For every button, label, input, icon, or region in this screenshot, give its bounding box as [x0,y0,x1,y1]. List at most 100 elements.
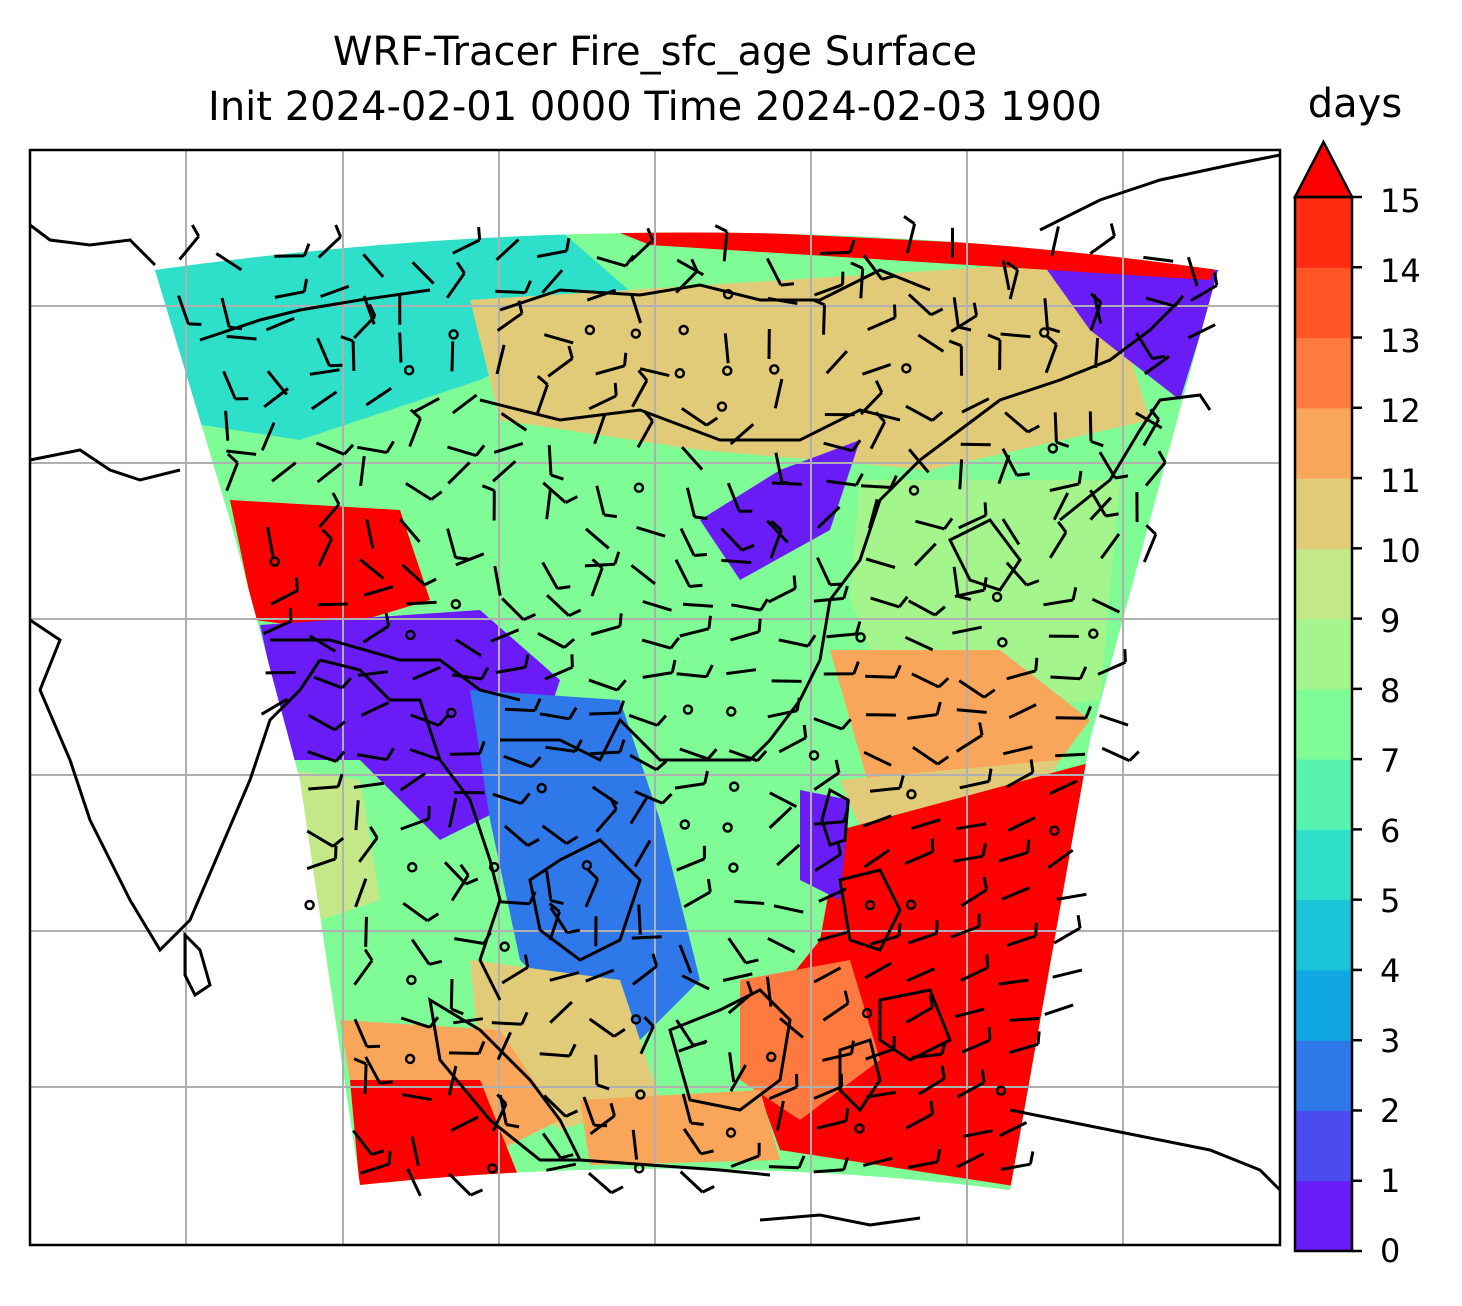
wind-barb [595,352,628,376]
coast-japan [1059,393,1212,522]
wind-barb [674,559,703,588]
wind-barb [773,904,804,914]
colorbar-segment [1295,1110,1352,1182]
wind-barb [589,1102,616,1135]
calm-wind-marker [765,1051,777,1063]
wind-barb [726,668,757,676]
wind-barb [353,948,374,986]
wind-barb [728,1052,736,1083]
wind-barb [869,775,905,793]
wind-barb [1089,292,1103,331]
wind-barb [493,565,502,596]
wind-barb [729,1064,748,1092]
wind-barb [357,440,395,454]
wind-barb [594,1054,610,1091]
wind-barb [450,341,455,372]
wind-barb [912,745,950,766]
colorbar-tick-label-11: 11 [1380,462,1421,500]
colorbar-segment [1295,618,1352,690]
wind-barb [178,224,201,261]
wind-barb [869,411,887,450]
wind-barb [730,1142,761,1168]
wind-barb [771,679,802,683]
coast-arabia [29,448,181,482]
wind-barb [729,618,762,642]
wind-barb [679,1170,715,1194]
wind-barb [1043,586,1078,607]
wind-barb [548,902,561,941]
wind-barb [1050,226,1060,257]
wind-barb [813,1073,844,1100]
wind-barb [987,333,1002,370]
wind-barb [1135,332,1166,361]
coast-new-guinea [1009,1108,1282,1192]
wind-barb [452,226,482,255]
wind-barb [539,1043,577,1058]
wind-barb [340,335,356,372]
wind-barb [819,239,856,255]
wind-barb [866,1090,897,1099]
wind-barb [778,634,817,648]
wind-barb [911,1041,947,1059]
wind-barb [683,878,712,909]
wind-barb [584,869,600,908]
wind-barb [1135,411,1163,430]
coast-mindanao [878,988,952,1062]
calm-wind-marker [406,974,417,986]
wind-barb [545,489,552,520]
wind-barb [1049,470,1083,492]
wind-barb [958,459,964,490]
border-himalaya [270,638,521,702]
calm-wind-marker [584,324,596,336]
wind-barb [1089,496,1112,521]
wind-barb [1144,355,1170,376]
coast-india [29,618,322,953]
wind-barb [546,1162,577,1172]
wind-barb [869,922,902,946]
colorbar-tick-label-5: 5 [1380,882,1401,920]
wind-barb [818,887,847,903]
wind-barb [813,759,841,791]
wind-barb [682,1128,714,1156]
wind-barb [449,740,486,756]
wind-barb [723,333,730,364]
wind-barb [362,253,385,278]
colorbar-tick-label-0: 0 [1380,1232,1401,1270]
wind-barb [495,654,530,674]
colorbar-segment [1295,478,1352,549]
wind-barb [1044,1003,1074,1016]
wind-barb [1094,337,1100,369]
wind-barb [680,446,704,471]
wind-barb [720,527,755,552]
wind-barb [1089,223,1116,255]
wind-barb [411,261,435,285]
wind-barb [681,974,710,991]
wind-barb [907,293,944,317]
wind-barb [405,482,443,501]
calm-wind-marker [1039,327,1050,338]
wind-barb [410,1136,420,1167]
wind-barb [864,961,892,980]
wind-barb [865,557,896,569]
field-violet-northeast [1040,260,1218,400]
calm-wind-marker [499,941,510,952]
wind-barb [1044,334,1058,374]
wind-barb [588,678,627,692]
wind-barb [1047,848,1074,869]
colorbar-segment [1295,688,1352,760]
wind-barb [631,1129,639,1160]
wind-barb [1142,408,1160,447]
calm-wind-marker [450,598,462,610]
wind-barb [913,542,937,567]
wind-barb [1091,597,1121,614]
wind-barb [359,455,366,487]
wind-barb [448,1040,486,1055]
wind-barb [365,387,393,407]
gridlines [30,150,1280,1245]
field-violet-china [700,440,860,580]
wind-barb [676,258,705,277]
coast-caspian-north [29,223,157,267]
wind-barb [1006,922,1038,947]
wind-barb [1009,1016,1040,1022]
wind-barb [450,1115,479,1132]
